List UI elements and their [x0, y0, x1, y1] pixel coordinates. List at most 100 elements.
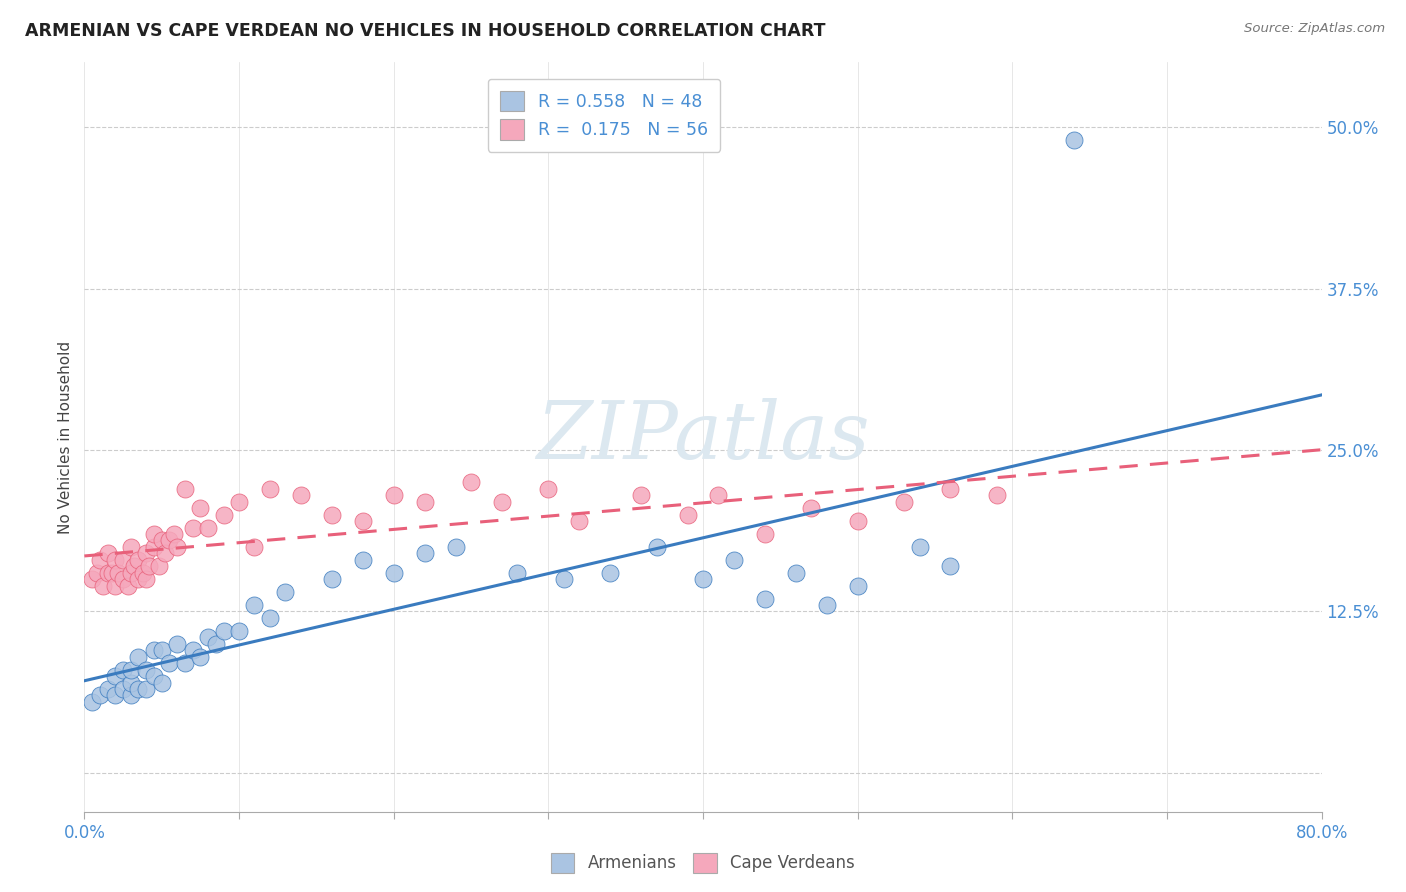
Point [86, 566, 108, 580]
Point [135, 663, 157, 677]
Point [181, 520, 204, 534]
Point [986, 488, 1008, 502]
Point [568, 514, 591, 528]
Point [96, 546, 118, 560]
Point [1063, 133, 1085, 147]
Point [460, 475, 482, 490]
Point [120, 663, 142, 677]
Point [159, 656, 180, 670]
Point [553, 572, 575, 586]
Text: ARMENIAN VS CAPE VERDEAN NO VEHICLES IN HOUSEHOLD CORRELATION CHART: ARMENIAN VS CAPE VERDEAN NO VEHICLES IN … [25, 22, 825, 40]
Point [939, 482, 962, 496]
Point [120, 689, 142, 703]
Point [205, 637, 228, 651]
Point [135, 681, 157, 696]
Point [104, 553, 127, 567]
Point [104, 669, 127, 683]
Point [89, 553, 111, 567]
Legend: Armenians, Cape Verdeans: Armenians, Cape Verdeans [544, 847, 862, 880]
Point [846, 514, 869, 528]
Point [150, 533, 173, 548]
Point [197, 630, 219, 644]
Point [143, 527, 166, 541]
Point [138, 559, 160, 574]
Point [212, 624, 235, 638]
Point [132, 566, 155, 580]
Point [101, 566, 124, 580]
Point [150, 675, 173, 690]
Point [153, 546, 176, 560]
Y-axis label: No Vehicles in Household: No Vehicles in Household [58, 341, 73, 533]
Point [800, 501, 823, 516]
Point [676, 508, 699, 522]
Point [148, 559, 170, 574]
Point [939, 559, 962, 574]
Point [127, 572, 149, 586]
Point [707, 488, 730, 502]
Point [127, 681, 149, 696]
Point [723, 553, 745, 567]
Point [692, 572, 714, 586]
Point [188, 649, 211, 664]
Point [754, 591, 776, 606]
Point [112, 681, 135, 696]
Point [82, 572, 104, 586]
Point [274, 585, 297, 599]
Point [352, 553, 374, 567]
Point [127, 553, 149, 567]
Text: ZIPatlas: ZIPatlas [536, 399, 870, 475]
Point [89, 689, 111, 703]
Point [259, 611, 281, 625]
Point [174, 482, 197, 496]
Point [117, 579, 139, 593]
Point [120, 540, 142, 554]
Point [893, 494, 915, 508]
Point [908, 540, 931, 554]
Legend: R = 0.558   N = 48, R =  0.175   N = 56: R = 0.558 N = 48, R = 0.175 N = 56 [488, 78, 720, 152]
Point [120, 566, 142, 580]
Point [197, 520, 219, 534]
Point [506, 566, 529, 580]
Point [82, 695, 104, 709]
Point [163, 527, 186, 541]
Point [212, 508, 235, 522]
Point [166, 540, 188, 554]
Point [159, 533, 180, 548]
Point [630, 488, 652, 502]
Point [599, 566, 621, 580]
Point [96, 566, 118, 580]
Point [96, 681, 118, 696]
Point [846, 579, 869, 593]
Point [228, 494, 250, 508]
Point [104, 579, 127, 593]
Point [352, 514, 374, 528]
Point [382, 488, 405, 502]
Point [228, 624, 250, 638]
Text: Source: ZipAtlas.com: Source: ZipAtlas.com [1244, 22, 1385, 36]
Point [321, 572, 343, 586]
Point [127, 649, 149, 664]
Point [143, 669, 166, 683]
Point [785, 566, 807, 580]
Point [150, 643, 173, 657]
Point [754, 527, 776, 541]
Point [537, 482, 560, 496]
Point [143, 643, 166, 657]
Point [413, 546, 436, 560]
Point [174, 656, 197, 670]
Point [112, 572, 135, 586]
Point [143, 540, 166, 554]
Point [243, 540, 266, 554]
Point [188, 501, 211, 516]
Point [815, 598, 838, 612]
Point [259, 482, 281, 496]
Point [321, 508, 343, 522]
Point [120, 675, 142, 690]
Point [122, 559, 145, 574]
Point [181, 643, 204, 657]
Point [91, 579, 114, 593]
Point [112, 553, 135, 567]
Point [382, 566, 405, 580]
Point [491, 494, 513, 508]
Point [243, 598, 266, 612]
